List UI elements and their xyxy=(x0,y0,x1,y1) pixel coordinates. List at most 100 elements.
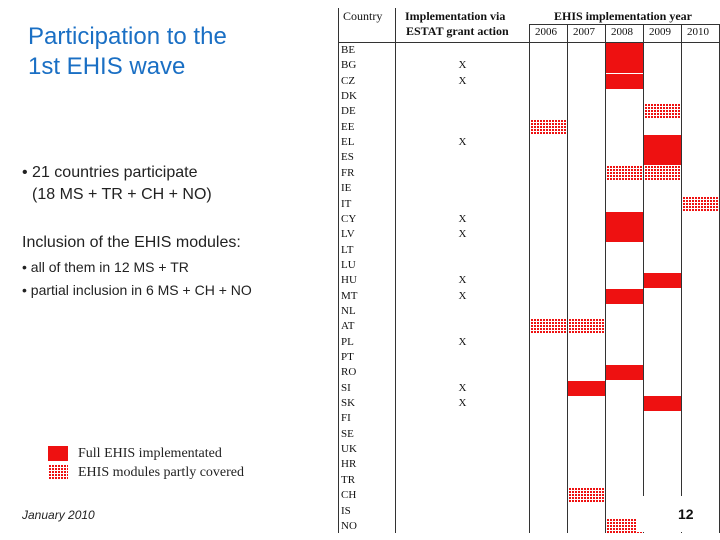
partial-implementation-cell xyxy=(568,319,605,335)
partial-implementation-cell xyxy=(644,165,681,181)
row-country: PT xyxy=(341,351,354,363)
year-header: 2010 xyxy=(687,26,709,38)
full-implementation-cell xyxy=(606,365,643,381)
estat-grant-mark: X xyxy=(458,397,467,410)
row-country: TR xyxy=(341,473,356,486)
row-country: SI xyxy=(341,381,351,394)
partial-implementation-cell xyxy=(568,488,605,504)
year-divider xyxy=(529,24,719,25)
slide-title: Participation to the 1st EHIS wave xyxy=(28,22,328,82)
partial-implementation-cell xyxy=(530,319,567,335)
footer-date: January 2010 xyxy=(22,508,95,522)
estat-grant-mark: X xyxy=(458,289,467,302)
row-country: IE xyxy=(341,182,352,195)
row-country: NL xyxy=(341,304,356,317)
bullet-line-1: • 21 countries participate xyxy=(22,164,198,181)
grid-vline xyxy=(395,8,396,534)
grid-vline xyxy=(567,24,568,534)
row-country: EE xyxy=(341,120,355,133)
row-country: AT xyxy=(341,320,355,333)
legend-partial: EHIS modules partly covered xyxy=(48,463,244,482)
title-line-1: Participation to the xyxy=(28,23,227,50)
full-implementation-cell xyxy=(606,43,643,58)
row-country: DE xyxy=(341,105,356,118)
row-country: PL xyxy=(341,335,354,348)
row-country: ES xyxy=(341,151,354,164)
legend-full-label: Full EHIS implementated xyxy=(78,445,222,461)
full-implementation-cell xyxy=(644,150,681,166)
row-country: HU xyxy=(341,274,357,287)
year-header: 2006 xyxy=(535,26,557,38)
estat-grant-mark: X xyxy=(458,212,467,225)
row-country: IS xyxy=(341,504,351,517)
estat-grant-mark: X xyxy=(458,74,467,87)
full-implementation-cell xyxy=(606,288,643,304)
legend: Full EHIS implementated EHIS modules par… xyxy=(48,444,244,482)
year-header: 2008 xyxy=(611,26,633,38)
header-impl-line1: Implementation via xyxy=(405,9,506,23)
grid-vline xyxy=(643,24,644,534)
row-country: BE xyxy=(341,44,356,56)
implementation-table: Country Implementation via ESTAT grant a… xyxy=(333,0,720,540)
row-country: SK xyxy=(341,397,356,410)
partial-implementation-cell xyxy=(682,196,719,212)
header-divider xyxy=(338,42,719,43)
row-country: NO xyxy=(341,519,357,532)
row-country: FR xyxy=(341,166,355,179)
partial-implementation-cell xyxy=(530,119,567,135)
full-implementation-cell xyxy=(606,58,643,74)
grid-vline xyxy=(605,24,606,534)
full-swatch-icon xyxy=(48,446,68,461)
row-country: CZ xyxy=(341,74,356,87)
participation-bullet: • 21 countries participate (18 MS + TR +… xyxy=(22,162,212,206)
partial-implementation-cell xyxy=(606,165,643,181)
estat-grant-mark: X xyxy=(458,274,467,287)
row-country: LT xyxy=(341,243,354,256)
year-header: 2009 xyxy=(649,26,671,38)
full-implementation-cell xyxy=(644,396,681,412)
partial-implementation-cell xyxy=(606,518,643,534)
inclusion-item: • all of them in 12 MS + TR xyxy=(22,259,189,275)
full-implementation-cell xyxy=(606,211,643,227)
row-country: LV xyxy=(341,228,355,241)
partial-swatch-icon xyxy=(48,465,68,480)
full-implementation-cell xyxy=(644,135,681,151)
grid-vline xyxy=(529,24,530,534)
header-year: EHIS implementation year xyxy=(554,9,692,23)
row-country: UK xyxy=(341,443,357,456)
header-impl-line2: ESTAT grant action xyxy=(406,24,509,38)
row-country: RO xyxy=(341,366,357,379)
row-country: FI xyxy=(341,412,351,425)
header-country: Country xyxy=(343,9,383,23)
estat-grant-mark: X xyxy=(458,335,467,348)
estat-grant-mark: X xyxy=(458,228,467,241)
row-country: DK xyxy=(341,90,357,103)
page-number: 12 xyxy=(678,506,694,522)
page-number-box xyxy=(636,496,712,532)
grid-vline xyxy=(681,24,682,534)
row-country: SE xyxy=(341,427,354,440)
inclusion-item: • partial inclusion in 6 MS + CH + NO xyxy=(22,282,252,298)
row-country: LU xyxy=(341,258,356,271)
inclusion-heading: Inclusion of the EHIS modules: xyxy=(22,234,241,251)
row-country: IT xyxy=(341,197,352,210)
row-country: CY xyxy=(341,212,357,225)
full-implementation-cell xyxy=(568,380,605,396)
row-country: HR xyxy=(341,458,357,471)
full-implementation-cell xyxy=(606,73,643,89)
legend-full: Full EHIS implementated xyxy=(48,444,244,463)
row-country: CH xyxy=(341,489,357,502)
bullet-line-2: (18 MS + TR + CH + NO) xyxy=(32,186,212,203)
row-country: EL xyxy=(341,136,355,149)
grid-vline xyxy=(338,8,339,534)
title-line-2: 1st EHIS wave xyxy=(28,53,186,80)
row-country: BG xyxy=(341,59,357,72)
estat-grant-mark: X xyxy=(458,136,467,149)
estat-grant-mark: X xyxy=(458,59,467,72)
full-implementation-cell xyxy=(644,273,681,289)
legend-partial-label: EHIS modules partly covered xyxy=(78,464,245,480)
year-header: 2007 xyxy=(573,26,595,38)
row-country: MT xyxy=(341,289,358,302)
partial-implementation-cell xyxy=(644,104,681,120)
estat-grant-mark: X xyxy=(458,381,467,394)
